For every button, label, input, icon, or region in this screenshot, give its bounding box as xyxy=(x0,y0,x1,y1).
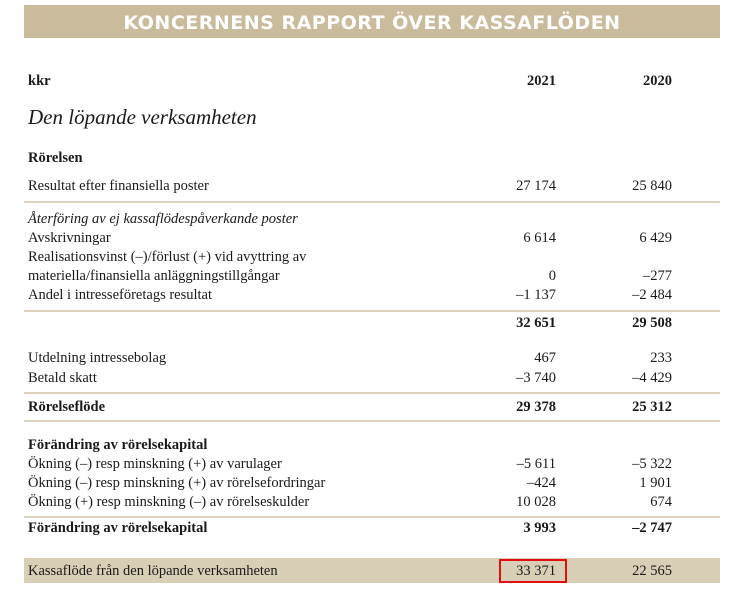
unit-label: kkr xyxy=(28,73,51,89)
cell-2021: 0 xyxy=(548,268,556,284)
row-rule xyxy=(24,420,720,422)
cell-2020: 29 508 xyxy=(632,315,672,331)
row-label: Utdelning intressebolag xyxy=(28,350,167,366)
cell-2020: 25 840 xyxy=(632,178,672,194)
cell-2020: –4 429 xyxy=(632,370,672,386)
cell-2020: –2 747 xyxy=(632,520,672,536)
row-label: Förändring av rörelsekapital xyxy=(28,520,208,536)
cell-2020: 22 565 xyxy=(632,563,672,579)
cell-2020: 25 312 xyxy=(632,399,672,415)
year-header: 2021 xyxy=(527,73,556,89)
year-header: 2020 xyxy=(643,73,672,89)
cell-2021: 467 xyxy=(534,350,556,366)
row-rule xyxy=(24,310,720,312)
cell-2020: –2 484 xyxy=(632,287,672,303)
row-label: Ökning (–) resp minskning (+) av rörelse… xyxy=(28,475,326,491)
row-label: Avskrivningar xyxy=(28,230,111,246)
cell-2021: –3 740 xyxy=(516,370,556,386)
cell-2021: 33 371 xyxy=(516,563,556,579)
cell-2021: 6 614 xyxy=(523,230,556,246)
row-label: Förändring av rörelsekapital xyxy=(28,437,208,453)
cell-2020: 1 901 xyxy=(639,475,672,491)
row-label: Betald skatt xyxy=(28,370,97,386)
row-label: materiella/finansiella anläggningstillgå… xyxy=(28,268,280,284)
row-label: Rörelseflöde xyxy=(28,399,106,415)
cell-2021: –424 xyxy=(527,475,556,491)
row-label: Realisationsvinst (–)/förlust (+) vid av… xyxy=(28,249,307,265)
cell-2021: 27 174 xyxy=(516,178,556,194)
cell-2021: 10 028 xyxy=(516,494,556,510)
row-rule xyxy=(24,201,720,203)
header-title: KONCERNENS RAPPORT ÖVER KASSAFLÖDEN xyxy=(123,12,621,34)
cell-2020: 674 xyxy=(650,494,672,510)
highlight-box xyxy=(499,559,567,583)
total-band xyxy=(24,558,720,583)
cell-2021: 3 993 xyxy=(523,520,556,536)
row-label: Kassaflöde från den löpande verksamheten xyxy=(28,563,278,579)
cell-2020: –5 322 xyxy=(632,456,672,472)
section-title: Den löpande verksamheten xyxy=(28,105,257,129)
cell-2020: 233 xyxy=(650,350,672,366)
row-label: Återföring av ej kassaflödespåverkande p… xyxy=(28,211,298,227)
cell-2021: –5 611 xyxy=(516,456,556,472)
row-label: Rörelsen xyxy=(28,150,83,166)
row-label: Andel i intresseföretags resultat xyxy=(28,287,213,303)
header-bar: KONCERNENS RAPPORT ÖVER KASSAFLÖDEN xyxy=(24,5,720,38)
cell-2021: 29 378 xyxy=(516,399,556,415)
cell-2021: 32 651 xyxy=(516,315,556,331)
row-rule xyxy=(24,516,720,518)
cell-2020: –277 xyxy=(643,268,672,284)
row-label: Ökning (+) resp minskning (–) av rörelse… xyxy=(28,494,310,510)
cell-2021: –1 137 xyxy=(516,287,556,303)
row-label: Resultat efter finansiella poster xyxy=(28,178,209,194)
row-rule xyxy=(24,392,720,394)
row-label: Ökning (–) resp minskning (+) av varulag… xyxy=(28,456,282,472)
cell-2020: 6 429 xyxy=(639,230,672,246)
